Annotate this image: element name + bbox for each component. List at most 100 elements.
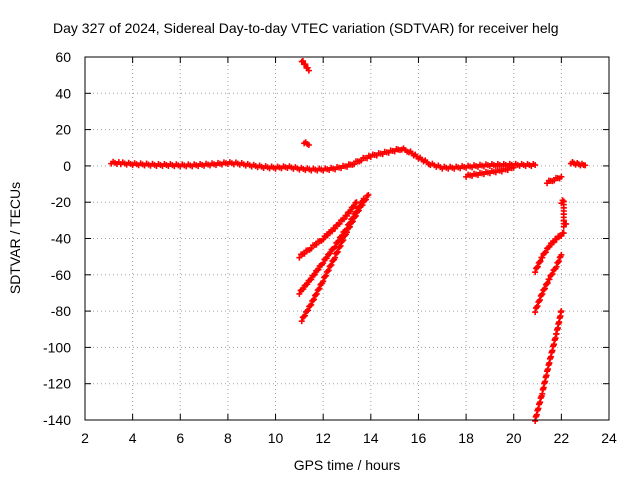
data-point — [313, 241, 320, 248]
data-point — [332, 225, 339, 232]
data-point — [532, 161, 539, 168]
data-point — [308, 276, 315, 283]
data-point — [582, 162, 589, 169]
data-point — [544, 280, 551, 287]
data-point — [337, 242, 344, 249]
data-point — [537, 258, 544, 265]
y-axis-label: SDTVAR / TECUs — [7, 182, 23, 294]
data-point — [313, 290, 320, 297]
data-point — [312, 291, 319, 298]
data-point — [296, 254, 303, 261]
y-tick-label: 0 — [63, 158, 71, 174]
data-point — [536, 259, 543, 266]
data-point — [543, 280, 550, 287]
data-point — [336, 220, 343, 227]
data-point — [305, 142, 312, 149]
data-point — [549, 270, 556, 277]
data-point — [302, 61, 309, 68]
data-point — [344, 212, 350, 219]
data-point — [304, 281, 311, 288]
x-tick-label: 4 — [129, 430, 137, 446]
data-point — [341, 216, 348, 223]
data-points — [108, 57, 589, 424]
data-point — [351, 213, 358, 220]
data-point — [304, 308, 311, 315]
data-point — [349, 218, 356, 225]
x-axis-label: GPS time / hours — [294, 457, 401, 473]
data-point — [539, 254, 546, 261]
data-point — [358, 202, 365, 209]
axis-ticks: 2 4 6 8 10 12 14 16 18 20 22 246040200-20-40-60-80-… — [43, 49, 617, 446]
data-point — [300, 313, 307, 320]
data-point — [541, 285, 548, 292]
data-point — [546, 276, 553, 283]
y-tick-label: -120 — [43, 376, 71, 392]
data-point — [541, 250, 548, 257]
data-point — [332, 254, 339, 261]
y-tick-label: -80 — [51, 303, 71, 319]
x-tick-label: 8 — [224, 430, 232, 446]
data-point — [305, 67, 312, 74]
data-point — [324, 232, 331, 239]
data-point — [315, 286, 322, 293]
data-point — [300, 286, 307, 293]
data-point — [344, 229, 350, 236]
data-point — [299, 57, 306, 64]
x-tick-label: 6 — [176, 430, 184, 446]
data-point — [347, 208, 354, 215]
data-point — [348, 219, 355, 226]
data-point — [548, 271, 555, 278]
data-point — [361, 197, 368, 204]
x-tick-label: 24 — [601, 430, 617, 446]
data-point — [558, 251, 565, 258]
data-point — [545, 244, 552, 251]
y-tick-label: -140 — [43, 412, 71, 428]
data-point — [307, 302, 314, 309]
data-point — [327, 250, 334, 257]
data-point — [364, 192, 371, 199]
data-point — [560, 230, 567, 237]
data-point — [359, 202, 366, 209]
data-point — [533, 264, 540, 271]
data-point — [322, 272, 329, 279]
data-point — [346, 223, 353, 230]
data-point — [311, 296, 318, 303]
y-tick-label: -60 — [51, 267, 71, 283]
data-point — [315, 266, 322, 273]
data-point — [558, 173, 565, 180]
data-point — [351, 203, 358, 210]
data-point — [301, 312, 308, 319]
data-point — [310, 297, 317, 304]
data-point — [320, 260, 327, 267]
y-tick-label: -100 — [43, 339, 71, 355]
x-tick-label: 2 — [81, 430, 89, 446]
data-point — [355, 207, 362, 214]
grid — [85, 57, 609, 420]
data-point — [546, 243, 553, 250]
data-point — [539, 290, 546, 297]
data-point — [327, 262, 334, 269]
data-point — [532, 269, 539, 276]
y-tick-label: 60 — [55, 49, 71, 65]
data-point — [553, 236, 560, 243]
data-point — [563, 220, 570, 227]
x-tick-label: 22 — [554, 430, 570, 446]
y-tick-label: -40 — [51, 231, 71, 247]
data-point — [550, 239, 557, 246]
x-tick-label: 14 — [363, 430, 379, 446]
data-point — [301, 250, 308, 257]
data-point — [336, 243, 343, 250]
y-tick-label: 20 — [55, 122, 71, 138]
data-point — [534, 263, 541, 270]
y-tick-label: 40 — [55, 85, 71, 101]
data-point — [558, 308, 565, 315]
data-point — [353, 199, 360, 206]
data-point — [324, 268, 331, 275]
data-point — [325, 267, 332, 274]
data-point — [363, 196, 370, 203]
data-point — [334, 248, 341, 255]
data-point — [354, 208, 361, 215]
data-point — [308, 301, 315, 308]
data-point — [304, 64, 311, 71]
